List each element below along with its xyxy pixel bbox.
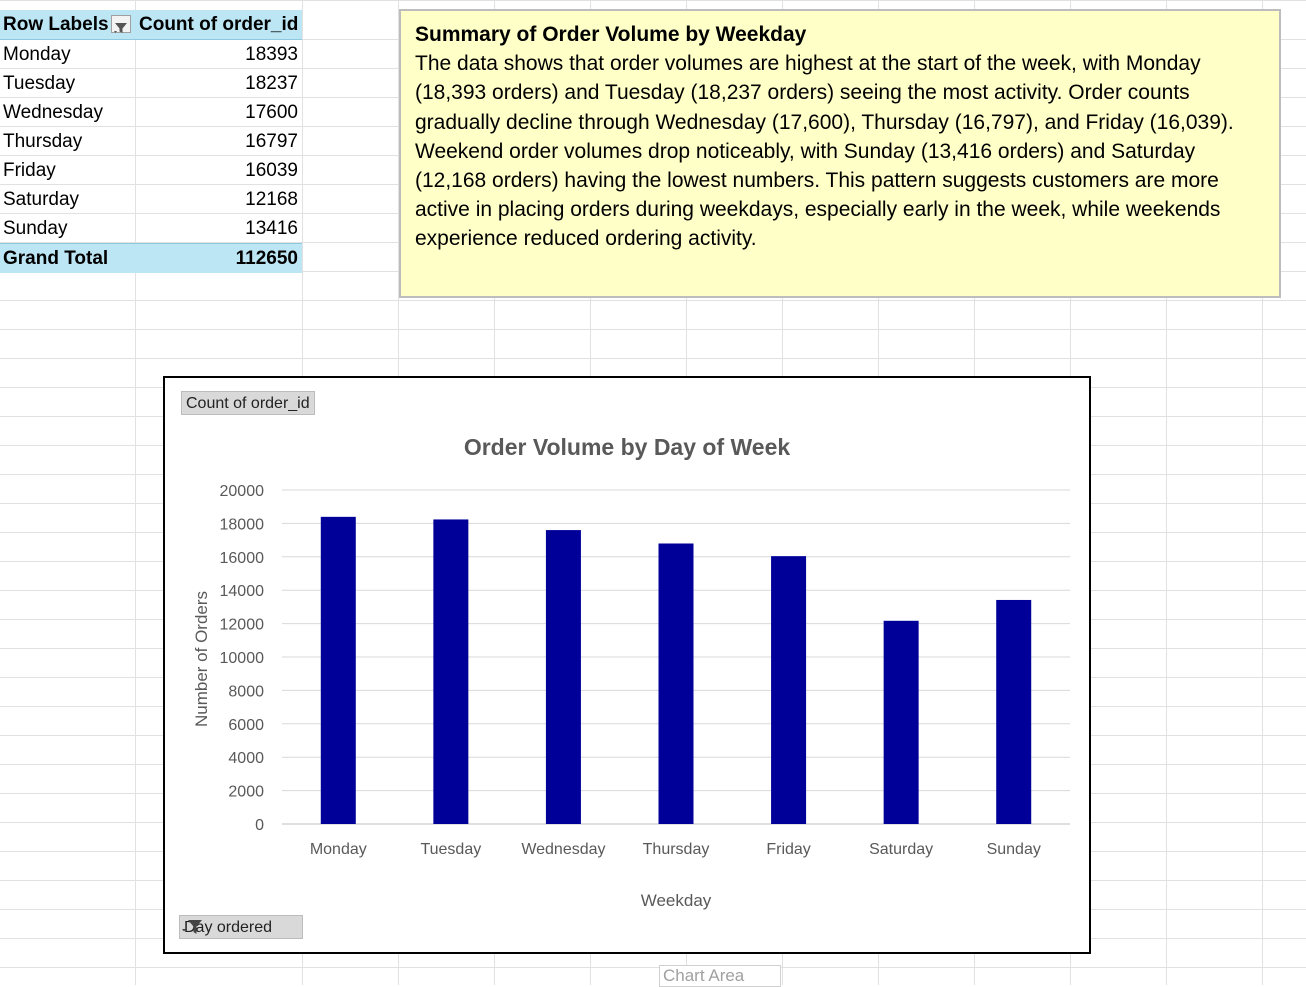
bar-sunday[interactable] — [996, 599, 1032, 824]
x-tick-label: Sunday — [987, 841, 1041, 858]
pivot-row-value: 16797 — [245, 131, 298, 152]
pivot-row-saturday[interactable]: Saturday 12168 — [0, 185, 302, 214]
pivot-row-thursday[interactable]: Thursday 16797 — [0, 127, 302, 156]
filter-icon — [182, 920, 202, 934]
grand-total-label: Grand Total — [3, 248, 109, 269]
chart-area-tooltip: Chart Area — [659, 965, 781, 987]
pivot-row-label: Wednesday — [3, 102, 103, 123]
y-tick-label: 6000 — [228, 717, 264, 734]
pivot-row-value: 16039 — [245, 160, 298, 181]
value-field-button[interactable]: Count of order_id — [181, 391, 315, 415]
bar-thursday[interactable] — [658, 543, 694, 824]
x-tick-label: Thursday — [643, 841, 710, 858]
y-tick-label: 16000 — [220, 550, 265, 567]
chart-title: Order Volume by Day of Week — [463, 434, 791, 460]
pivot-chart[interactable]: Count of order_id Order Volume by Day of… — [163, 376, 1091, 954]
pivot-row-label: Sunday — [3, 218, 68, 239]
pivot-row-value: 13416 — [245, 218, 298, 239]
pivot-row-value: 12168 — [245, 189, 298, 210]
pivot-row-wednesday[interactable]: Wednesday 17600 — [0, 98, 302, 127]
pivot-row-label: Thursday — [3, 131, 83, 152]
y-tick-label: 10000 — [220, 650, 265, 667]
summary-body: The data shows that order volumes are hi… — [415, 52, 1234, 251]
x-tick-label: Tuesday — [420, 841, 481, 858]
gridline-horizontal — [0, 967, 1306, 968]
pivot-row-value: 18393 — [245, 44, 298, 65]
x-tick-label: Saturday — [869, 841, 933, 858]
pivot-row-label: Friday — [3, 160, 56, 181]
bar-monday[interactable] — [320, 516, 356, 824]
bar-friday[interactable] — [771, 556, 807, 824]
x-tick-label: Wednesday — [521, 841, 605, 858]
gridline-horizontal — [0, 358, 1306, 359]
y-tick-label: 4000 — [228, 750, 264, 767]
grand-total-row[interactable]: Grand Total 112650 — [0, 243, 302, 273]
y-tick-label: 8000 — [228, 683, 264, 700]
x-tick-label: Monday — [310, 841, 367, 858]
pivot-row-sunday[interactable]: Sunday 13416 — [0, 214, 302, 243]
pivot-row-monday[interactable]: Monday 18393 — [0, 40, 302, 69]
pivot-row-value: 17600 — [245, 102, 298, 123]
summary-title: Summary of Order Volume by Weekday — [415, 23, 807, 46]
summary-text-box[interactable]: Summary of Order Volume by Weekday The d… — [399, 9, 1281, 298]
pivot-row-label: Saturday — [3, 189, 80, 210]
y-tick-label: 18000 — [220, 516, 265, 533]
pivot-row-label: Monday — [3, 44, 71, 65]
bar-tuesday[interactable] — [433, 519, 469, 824]
gridline-vertical — [135, 0, 136, 985]
y-tick-label: 14000 — [220, 583, 265, 600]
pivot-row-value: 18237 — [245, 73, 298, 94]
gridline-horizontal — [0, 329, 1306, 330]
gridline-vertical — [1262, 0, 1263, 985]
y-tick-label: 2000 — [228, 784, 264, 801]
pivot-row-label: Tuesday — [3, 73, 76, 94]
x-axis-title: Weekday — [641, 891, 712, 910]
pivot-row-friday[interactable]: Friday 16039 — [0, 156, 302, 185]
axis-field-button[interactable]: Day ordered — [179, 915, 304, 939]
filter-icon — [114, 23, 127, 33]
row-labels-header: Row Labels — [3, 14, 109, 35]
y-tick-label: 12000 — [220, 617, 265, 634]
x-tick-label: Friday — [766, 841, 810, 858]
bar-saturday[interactable] — [883, 620, 919, 824]
count-of-order-id-header: Count of order_id — [139, 14, 299, 35]
axis-field-label: Day ordered — [184, 919, 273, 936]
y-axis-title: Number of Orders — [192, 591, 211, 727]
pivot-header-row: Row Labels Count of order_id — [0, 10, 302, 40]
pivot-table[interactable]: Row Labels Count of order_id Monday 18393… — [0, 10, 302, 273]
y-tick-label: 0 — [255, 817, 264, 834]
gridline-vertical — [1166, 0, 1167, 985]
gridline-horizontal — [0, 300, 1306, 301]
y-tick-label: 20000 — [220, 483, 265, 500]
pivot-row-tuesday[interactable]: Tuesday 18237 — [0, 69, 302, 98]
row-labels-filter-button[interactable] — [111, 15, 131, 33]
bar-wednesday[interactable] — [545, 530, 581, 824]
gridline-horizontal — [0, 0, 1306, 1]
chart-plot-svg: 0 2000 4000 6000 8000 10000 12000 14000 16000 180… — [192, 483, 1070, 910]
grand-total-value: 112650 — [235, 248, 298, 269]
